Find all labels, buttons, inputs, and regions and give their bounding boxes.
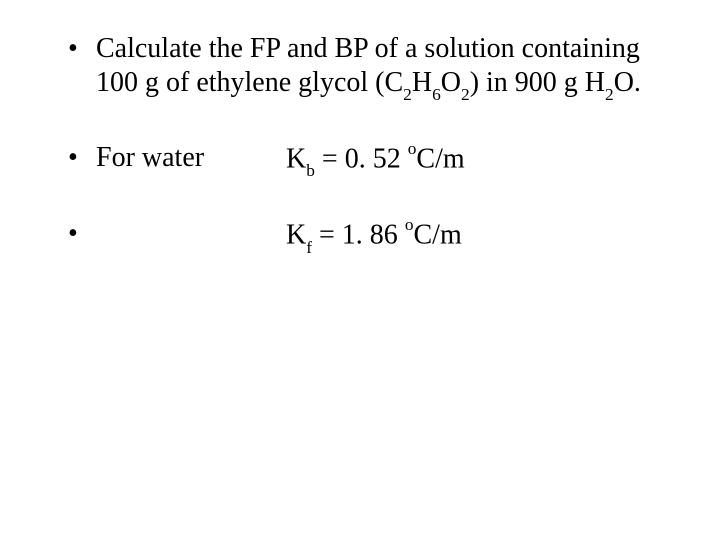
sub: 2 <box>605 85 614 104</box>
bullet-list: Calculate the FP and BP of a solution co… <box>60 32 660 255</box>
t: K <box>286 219 306 250</box>
row-kb: For water Kb = 0. 52 oC/m <box>96 141 660 179</box>
sub: 2 <box>403 85 412 104</box>
t: = 1. 86 <box>312 219 405 250</box>
for-water-label: For water <box>96 141 286 179</box>
sup: o <box>408 139 417 158</box>
bullet-question: Calculate the FP and BP of a solution co… <box>60 32 660 103</box>
slide: Calculate the FP and BP of a solution co… <box>0 0 720 540</box>
sub: b <box>306 161 315 180</box>
t: C/m <box>416 143 464 174</box>
t: = 0. 52 <box>315 143 408 174</box>
kb-value: Kb = 0. 52 oC/m <box>286 141 660 179</box>
bullet-kf: Kf = 1. 86 oC/m <box>60 217 660 255</box>
kf-value: Kf = 1. 86 oC/m <box>286 217 660 255</box>
t: C/m <box>414 219 462 250</box>
t: O <box>441 67 461 98</box>
t: H <box>412 67 432 98</box>
empty-label <box>96 217 286 255</box>
t: ) in 900 g H <box>470 67 605 98</box>
sub: 2 <box>461 85 470 104</box>
t: K <box>286 143 306 174</box>
bullet-kb: For water Kb = 0. 52 oC/m <box>60 141 660 179</box>
t: O. <box>614 67 641 98</box>
sub: f <box>306 238 312 257</box>
sup: o <box>405 215 414 234</box>
question-text: Calculate the FP and BP of a solution co… <box>96 33 641 98</box>
sub: 6 <box>432 85 441 104</box>
row-kf: Kf = 1. 86 oC/m <box>96 217 660 255</box>
